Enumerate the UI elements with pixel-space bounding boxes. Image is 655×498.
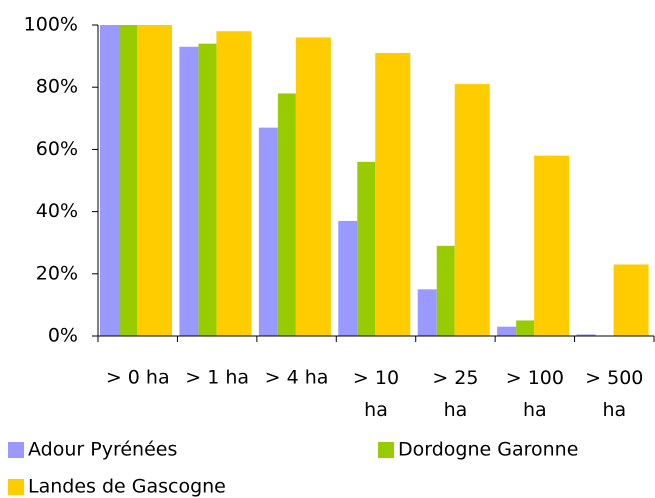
x-tick-label: > 0 ha	[106, 367, 170, 389]
y-tick-label: 20%	[36, 262, 78, 284]
y-tick-label: 0%	[48, 325, 78, 347]
bar	[258, 127, 278, 336]
bar	[198, 43, 217, 336]
bar	[100, 25, 119, 336]
bar	[534, 155, 570, 336]
bar	[357, 161, 376, 336]
legend-swatch	[378, 442, 394, 458]
legend-label: Adour Pyrénées	[28, 439, 177, 461]
bar	[613, 264, 649, 336]
bar	[179, 46, 199, 337]
bar	[516, 320, 535, 336]
y-tick-label: 80%	[36, 76, 78, 98]
legend-swatch	[8, 479, 24, 495]
bar	[338, 220, 358, 336]
bar	[119, 25, 137, 336]
bar	[576, 334, 596, 336]
x-tick-label: > 4 ha	[265, 367, 329, 389]
y-tick-label: 40%	[36, 200, 78, 222]
legend-label: Landes de Gascogne	[28, 476, 226, 498]
bar	[216, 31, 252, 336]
x-tick-label: > 1 ha	[185, 367, 249, 389]
bar	[454, 84, 490, 336]
bar	[497, 326, 517, 336]
x-tick-label: > 500 ha	[585, 367, 643, 421]
bar	[417, 289, 437, 336]
bar	[375, 52, 411, 337]
y-tick-label: 60%	[36, 138, 78, 160]
x-tick-label: > 100 ha	[506, 367, 564, 421]
bar	[277, 93, 296, 336]
legend-label: Dordogne Garonne	[398, 439, 578, 461]
bar	[137, 25, 172, 336]
legend-swatch	[8, 442, 24, 458]
bar	[436, 245, 455, 336]
x-tick-label: > 10 ha	[353, 367, 399, 421]
bar	[295, 37, 331, 336]
y-tick-label: 100%	[24, 14, 78, 36]
x-tick-label: > 25 ha	[432, 367, 478, 421]
